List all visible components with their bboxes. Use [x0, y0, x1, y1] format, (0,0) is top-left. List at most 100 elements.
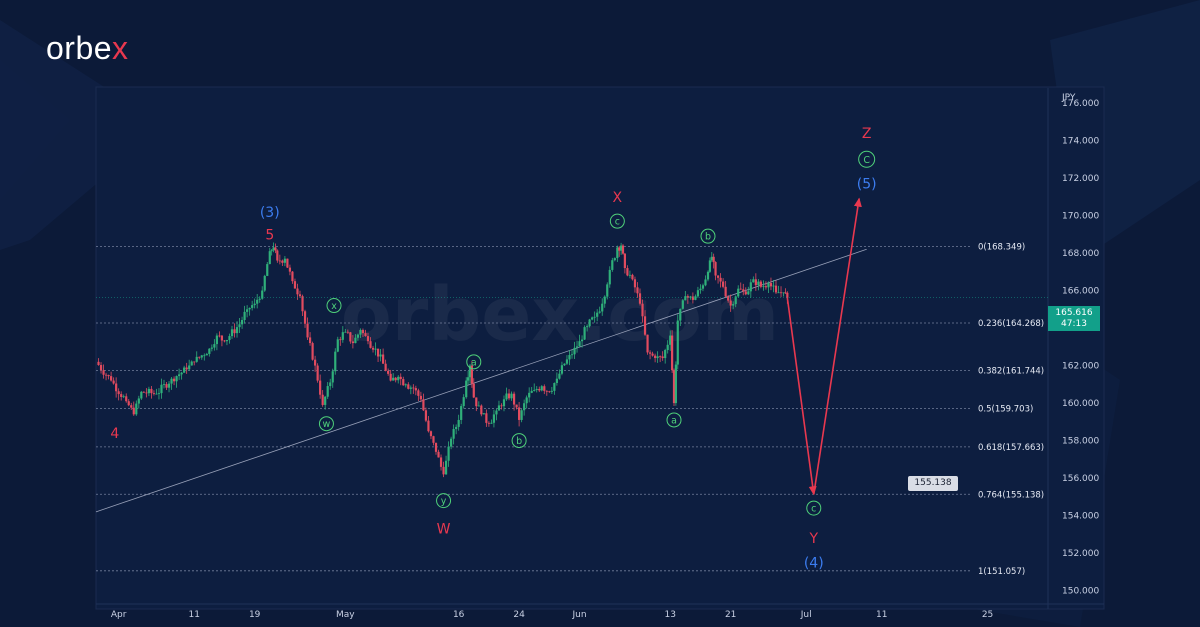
fib-label: 1(151.057)	[978, 567, 1025, 577]
candle-body	[676, 320, 679, 365]
candle-body	[550, 390, 553, 392]
candle-body	[648, 352, 652, 354]
candle-body	[344, 331, 347, 333]
candle-body	[606, 284, 609, 297]
candle-body	[439, 457, 443, 467]
candle-body	[586, 326, 589, 328]
candle-body	[253, 303, 256, 306]
grid-layer	[96, 88, 1104, 609]
wave-labels: (3) 5 4 x w y Wa b Xc b a c Y (4) Z C (5)	[110, 126, 876, 571]
candle-body	[444, 460, 448, 475]
y-tick-label: 160.000	[1062, 399, 1099, 409]
candle-body	[203, 355, 206, 357]
candle-body	[749, 282, 752, 292]
candle-body	[268, 251, 271, 265]
candle-body	[704, 279, 707, 286]
candle-body	[575, 346, 579, 348]
candle-body	[152, 393, 156, 394]
candle-body	[710, 256, 713, 261]
x-tick-label: 16	[453, 610, 465, 620]
wave-label: X	[613, 190, 623, 206]
candle-body	[465, 380, 468, 398]
candle-body	[485, 413, 488, 423]
candle-body	[384, 363, 387, 371]
candle-body	[329, 382, 332, 387]
candle-body	[266, 264, 269, 276]
candle-body	[422, 399, 425, 411]
candle-body	[122, 396, 125, 398]
candle-body	[580, 339, 584, 342]
wave-label-circle	[806, 500, 822, 516]
candle-body	[140, 391, 143, 399]
candle-body	[643, 316, 647, 335]
candle-body	[621, 245, 625, 254]
candle-body	[160, 384, 163, 394]
candle-body	[583, 327, 586, 340]
candle-body	[510, 393, 513, 399]
candle-body	[530, 390, 533, 393]
candle-body	[661, 356, 664, 359]
candle-body	[205, 353, 208, 356]
candle-body	[243, 311, 246, 321]
candle-body	[361, 329, 365, 334]
wave-label: C	[863, 155, 870, 166]
candle-body	[427, 420, 430, 432]
candle-body	[228, 336, 231, 341]
candle-body	[452, 429, 455, 439]
candle-body	[374, 348, 377, 350]
candle-body	[523, 403, 526, 411]
candle-body	[190, 361, 193, 366]
candle-body	[467, 377, 470, 381]
candle-body	[636, 287, 639, 294]
x-tick-label: 11	[188, 610, 199, 620]
x-tick-label: Jul	[800, 610, 812, 620]
fib-label: 0.382(161.744)	[978, 366, 1044, 376]
candle-body	[283, 258, 286, 263]
candle-body	[545, 390, 548, 392]
candle-body	[480, 405, 483, 415]
candle-body	[646, 334, 649, 353]
candle-body	[258, 298, 261, 300]
candle-body	[505, 393, 508, 400]
candle-body	[694, 296, 697, 300]
candle-body	[336, 339, 339, 352]
projection-arrows	[786, 197, 862, 496]
candle-body	[157, 393, 161, 394]
candle-body	[246, 309, 249, 312]
candle-body	[727, 296, 730, 301]
candle-body	[399, 376, 402, 380]
candle-body	[288, 267, 292, 272]
candle-body	[779, 292, 783, 294]
candle-body	[125, 396, 128, 402]
candle-body	[306, 323, 309, 338]
candle-body	[188, 365, 191, 370]
candle-body	[460, 406, 463, 420]
candle-body	[200, 355, 203, 358]
candle-body	[701, 285, 705, 289]
candle-body	[296, 288, 299, 295]
currency-label: JPY	[1061, 93, 1076, 103]
candle-body	[570, 354, 574, 356]
candle-body	[397, 376, 400, 381]
fib-label: 0.618(157.663)	[978, 443, 1044, 453]
candle-body	[379, 354, 382, 357]
wave-label-circle	[466, 354, 482, 370]
x-tick-label: May	[336, 610, 355, 620]
candle-body	[714, 262, 717, 276]
candle-body	[696, 290, 700, 297]
candle-body	[424, 410, 428, 421]
candle-body	[628, 274, 632, 276]
candle-body	[331, 371, 334, 383]
candle-body	[137, 398, 140, 404]
candle-body	[719, 277, 722, 282]
x-tick-label: 21	[725, 610, 736, 620]
candle-body	[387, 370, 390, 374]
candle-body	[270, 250, 273, 252]
candle-body	[251, 305, 254, 308]
candle-body	[656, 356, 659, 359]
candle-body	[477, 405, 480, 407]
candle-body	[412, 387, 415, 389]
candle-body	[150, 388, 153, 394]
fibonacci-levels: 0(168.349) 0.236(164.268) 0.382(161.744) 0.…	[96, 242, 1044, 577]
